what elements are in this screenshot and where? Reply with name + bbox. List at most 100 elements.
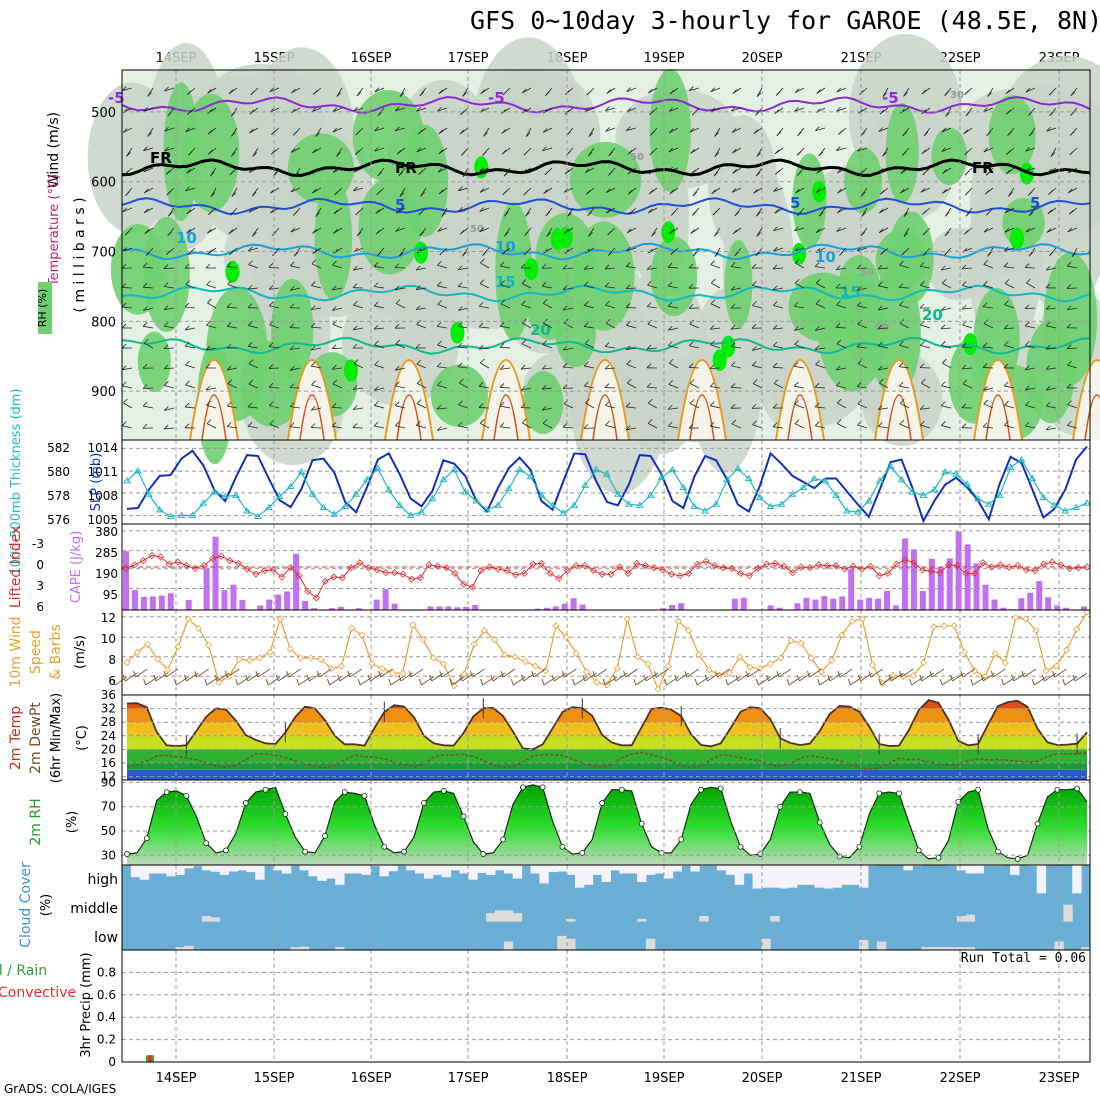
cape-bar — [534, 608, 541, 610]
wind-barb-flag — [608, 151, 614, 157]
wind-barb-flag — [709, 421, 715, 427]
cloud-high-gap — [193, 865, 203, 867]
wind-barb — [522, 87, 532, 94]
wind-barb-flag — [438, 149, 444, 155]
wind-barb — [143, 147, 154, 152]
wind-barb-flag — [899, 260, 904, 266]
wind-barb-flag — [942, 358, 947, 364]
surface-wind-barb — [737, 672, 751, 682]
cape-bar — [839, 596, 846, 610]
wind-barb-flag — [500, 280, 505, 285]
cape-bar — [203, 568, 210, 610]
wind-barb-flag — [605, 300, 610, 306]
wind-barb-flag — [248, 207, 254, 213]
wind-barb — [941, 405, 952, 409]
wind-barb-flag — [269, 401, 274, 406]
wind-barb-flag — [794, 278, 800, 284]
surface-wind-barb-flag — [490, 674, 494, 682]
wind-barb-flag — [815, 360, 820, 365]
rh-green-area — [430, 364, 488, 427]
wind-barb-flag — [709, 401, 715, 406]
wind-barb — [857, 147, 868, 152]
wind-axis-label: 10m Wind — [8, 616, 24, 687]
rh-point — [618, 786, 625, 793]
wind-barb-flag — [142, 363, 148, 369]
wind-barb-flag — [879, 208, 884, 214]
surface-wind-barb-flag — [919, 674, 923, 682]
cape-bar — [149, 596, 156, 610]
wind-barb-flag — [710, 299, 716, 305]
wind-barb — [794, 107, 805, 112]
wind-barb-flag — [312, 169, 318, 174]
surface-wind-barb-flag — [296, 678, 300, 686]
wind-barb — [710, 303, 721, 309]
surface-wind-barb-flag — [929, 670, 933, 678]
cloud-high-gap — [761, 865, 771, 888]
wind-barb-flag — [333, 209, 339, 215]
surface-wind-barb — [135, 668, 148, 678]
wind-barb — [710, 386, 721, 389]
cloud-low-gap — [761, 938, 771, 950]
wind-barb-flag — [626, 360, 631, 365]
surface-wind-barb — [308, 672, 322, 682]
rh-saturated-area — [661, 221, 676, 244]
li-point — [165, 560, 173, 568]
precip-tick: 0.2 — [97, 1033, 116, 1047]
wind-barb-flag — [377, 171, 383, 177]
surface-wind-barb — [247, 672, 261, 682]
cape-bar — [767, 605, 774, 610]
cloud-high-gap — [272, 865, 283, 871]
date-label-bottom: 15SEP — [254, 1071, 295, 1086]
wind-barb — [374, 305, 385, 309]
rh-line — [126, 784, 1088, 860]
wind-barb — [648, 87, 658, 94]
wind-barb-flag — [271, 130, 276, 135]
wind-barb-flag — [438, 89, 444, 95]
cape-bar — [472, 605, 479, 610]
cape-bar — [454, 607, 461, 610]
wind-barb-flag — [964, 190, 970, 196]
surface-wind-barb — [441, 668, 455, 678]
warm-contour — [493, 394, 519, 441]
li-point — [918, 566, 927, 574]
wind-barb-flag — [542, 340, 547, 345]
wind-barb-flag — [144, 229, 150, 234]
rh-point — [223, 847, 229, 854]
grads-credit: GrADS: COLA/IGES — [4, 1082, 117, 1096]
wind-barb-flag — [457, 322, 463, 327]
wind-barb-flag — [646, 302, 652, 307]
wind-barb — [479, 167, 490, 172]
thickness-point — [897, 475, 906, 483]
thickness-point — [995, 491, 1004, 498]
wind-barb-flag — [336, 152, 341, 157]
date-label-top: 19SEP — [644, 51, 685, 66]
wind-barb-flag — [794, 226, 799, 232]
wind-barb-flag — [142, 384, 148, 389]
wind-barb-flag — [355, 150, 360, 155]
wind-barb — [710, 425, 721, 429]
surface-wind-barb — [206, 676, 220, 686]
wind-barb — [207, 227, 217, 234]
wind-barb-flag — [186, 168, 191, 174]
wind-barb-flag — [142, 282, 148, 288]
wind-barb — [856, 267, 868, 270]
wind-barb-flag — [185, 280, 190, 285]
wind-speed-point — [1032, 626, 1040, 635]
wind-speed-point — [164, 666, 172, 674]
surface-wind-barb-flag — [949, 674, 953, 682]
wind-barb-flag — [480, 258, 485, 264]
wind-barb-flag — [226, 422, 232, 427]
wind-barb — [500, 284, 511, 289]
wind-barb-flag — [920, 341, 925, 346]
wind-barb — [1068, 167, 1078, 174]
wind-barb-flag — [794, 247, 799, 252]
rh-point — [559, 843, 566, 850]
wind-barb — [185, 284, 196, 289]
wind-barb — [312, 147, 322, 154]
wind-barb-flag — [943, 251, 949, 256]
cloud-high-gap — [717, 865, 727, 871]
wind-barb-flag — [940, 265, 946, 271]
cape-tick: 380 — [95, 525, 118, 539]
cape-bar — [946, 558, 953, 610]
wind-barb-flag — [122, 86, 127, 91]
